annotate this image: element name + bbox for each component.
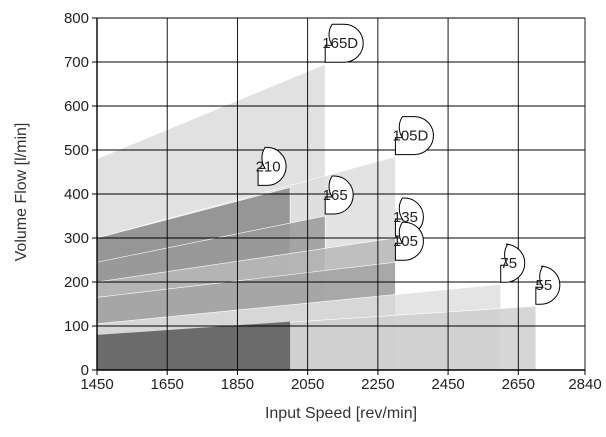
model-label-210: 210 <box>256 146 287 186</box>
x-tick-label: 2840 <box>568 376 601 393</box>
x-tick-label: 2050 <box>291 376 324 393</box>
model-label-bubble <box>535 265 561 305</box>
model-label-text: 105 <box>393 233 418 250</box>
model-label-75: 75 <box>500 243 526 283</box>
x-tick-label: 2650 <box>502 376 535 393</box>
model-label-layer: 165D 105D 210 165 135 105 75 55 <box>256 23 561 305</box>
area-base-band <box>97 321 291 370</box>
x-tick-label: 1850 <box>221 376 254 393</box>
x-tick-label: 1450 <box>80 376 113 393</box>
model-label-text: 105D <box>392 128 428 145</box>
model-label-text: 165D <box>322 35 358 52</box>
y-tick-label: 200 <box>64 274 89 291</box>
model-label-165d: 165D <box>322 23 364 63</box>
model-label-text: 165 <box>323 187 348 204</box>
model-label-text: 55 <box>536 277 553 294</box>
model-label-bubble <box>500 243 526 283</box>
model-label-text: 210 <box>256 158 281 175</box>
model-label-bubble <box>257 146 287 186</box>
x-tick-label: 1650 <box>151 376 184 393</box>
model-label-bubble <box>324 175 354 215</box>
model-label-text: 75 <box>500 255 517 272</box>
y-tick-label: 800 <box>64 10 89 27</box>
y-axis-title: Volume Flow [l/min] <box>13 123 30 262</box>
y-tick-label: 600 <box>64 98 89 115</box>
area-layer <box>96 63 537 371</box>
tick-label-layer: 1450 1650 1850 2050 2250 2450 2650 2840 0 100 200 3… <box>64 10 602 393</box>
model-label-text: 135 <box>393 209 418 226</box>
model-label-105: 105 <box>393 221 424 261</box>
model-label-bubble <box>394 116 434 156</box>
model-label-55: 55 <box>535 265 561 305</box>
model-label-165: 165 <box>323 175 354 215</box>
x-tick-label: 2250 <box>361 376 394 393</box>
y-tick-label: 700 <box>64 54 89 71</box>
model-label-bubble <box>324 23 364 63</box>
model-label-105d: 105D <box>392 116 434 156</box>
model-label-bubble <box>394 221 424 261</box>
grid-layer <box>92 17 586 375</box>
y-tick-label: 400 <box>64 186 89 203</box>
x-tick-label: 2450 <box>431 376 464 393</box>
y-tick-label: 300 <box>64 230 89 247</box>
y-tick-label: 0 <box>81 362 89 379</box>
x-axis-title: Input Speed [rev/min] <box>265 405 417 422</box>
y-tick-label: 100 <box>64 318 89 335</box>
y-tick-label: 500 <box>64 142 89 159</box>
